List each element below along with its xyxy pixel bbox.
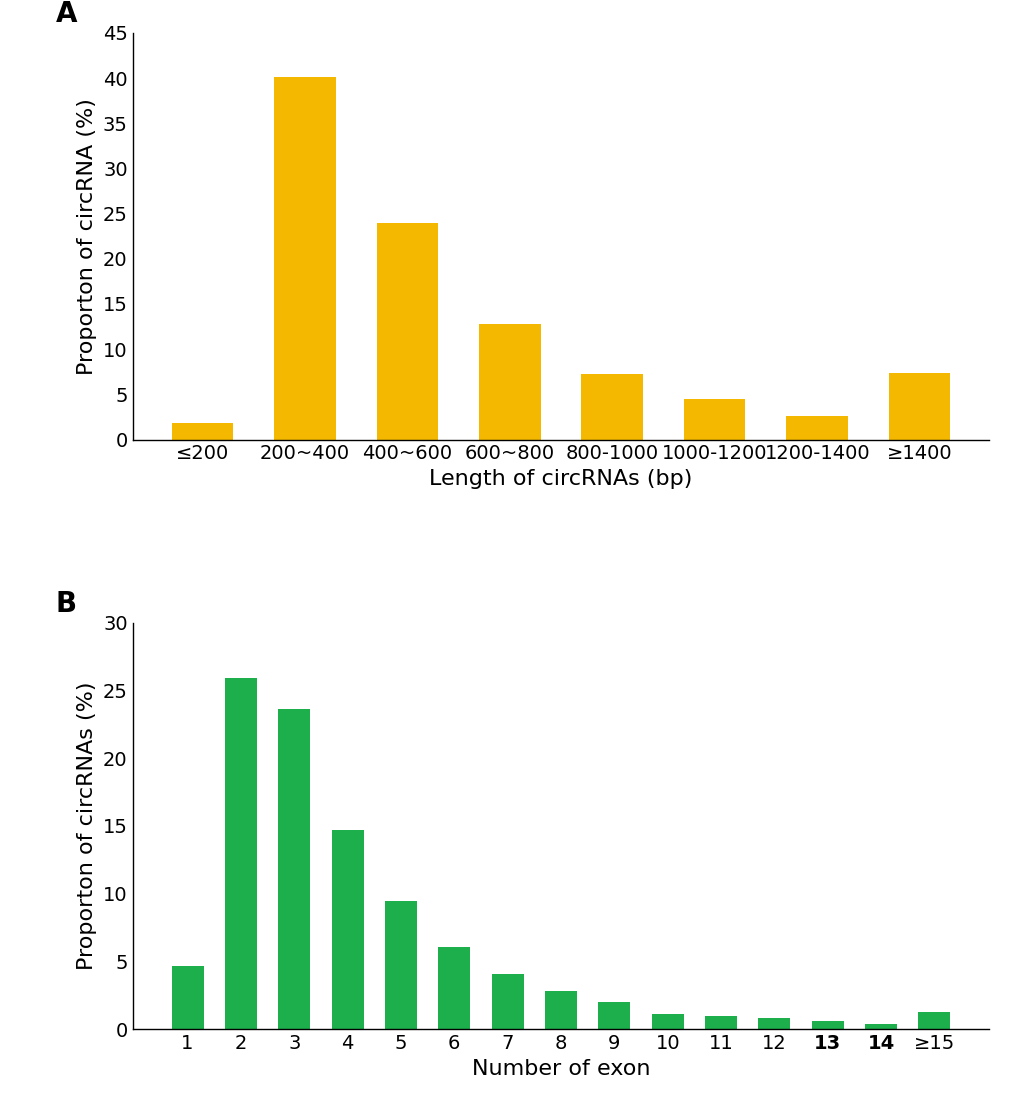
- Text: A: A: [55, 0, 76, 28]
- Bar: [274, 77, 335, 439]
- Bar: [544, 991, 577, 1029]
- Bar: [811, 1022, 843, 1029]
- Bar: [224, 678, 257, 1029]
- Bar: [581, 374, 642, 439]
- Bar: [376, 222, 437, 439]
- Bar: [786, 416, 847, 439]
- Bar: [651, 1014, 683, 1029]
- Bar: [598, 1002, 630, 1029]
- Bar: [889, 372, 950, 439]
- Bar: [758, 1018, 790, 1029]
- Bar: [491, 973, 523, 1029]
- Y-axis label: Proporton of circRNAs (%): Proporton of circRNAs (%): [77, 682, 97, 970]
- Y-axis label: Proporton of circRNA (%): Proporton of circRNA (%): [77, 97, 97, 374]
- Bar: [331, 830, 363, 1029]
- X-axis label: Length of circRNAs (bp): Length of circRNAs (bp): [429, 469, 692, 489]
- Bar: [171, 966, 204, 1029]
- Bar: [684, 399, 745, 439]
- Bar: [278, 710, 310, 1029]
- Text: B: B: [55, 590, 76, 618]
- X-axis label: Number of exon: Number of exon: [471, 1059, 650, 1079]
- Bar: [438, 946, 470, 1029]
- Bar: [704, 1016, 737, 1029]
- Bar: [479, 324, 540, 439]
- Bar: [917, 1012, 950, 1029]
- Bar: [384, 900, 417, 1029]
- Bar: [864, 1024, 897, 1029]
- Bar: [171, 424, 232, 439]
